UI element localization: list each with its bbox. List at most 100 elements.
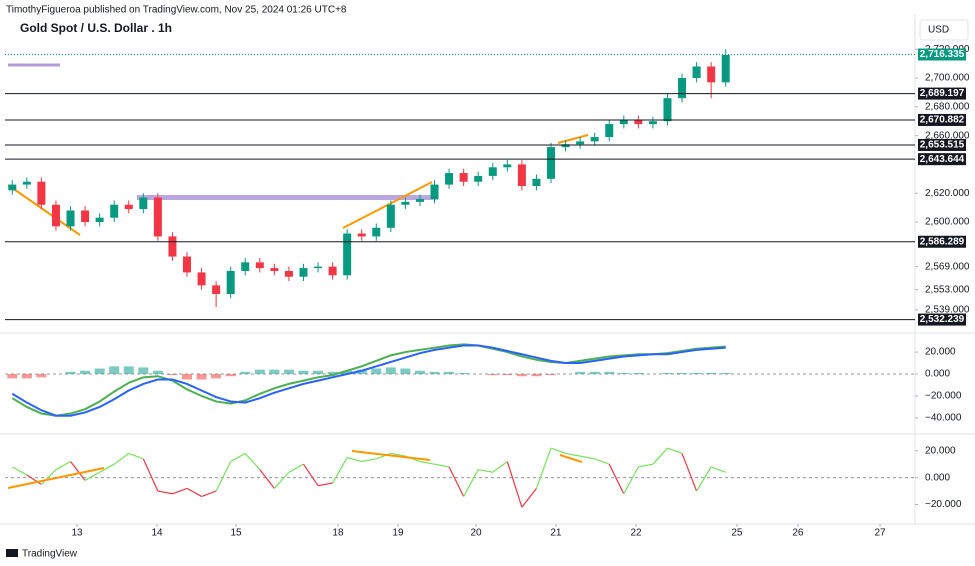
chart-title: Gold Spot / U.S. Dollar . 1h	[20, 21, 172, 35]
y-tick-label: 2,660.000	[925, 130, 970, 141]
oscillator-segment	[70, 461, 86, 481]
y-tick-label: −20.000	[925, 391, 962, 402]
x-tick-label: 15	[231, 528, 243, 539]
oscillator-segment	[259, 469, 275, 489]
oscillator-segment	[696, 466, 712, 492]
candle-body	[124, 204, 133, 210]
candle-body	[183, 256, 191, 273]
histogram-bar	[342, 370, 353, 375]
oscillator-segment	[113, 452, 130, 465]
x-tick-label: 21	[550, 528, 562, 539]
last-price-label: 2,716.335	[920, 49, 965, 60]
histogram-bar	[298, 370, 309, 375]
candle-body	[678, 78, 687, 99]
level-label-box	[918, 313, 966, 326]
oscillator-segment	[448, 466, 465, 497]
oscillator-segment	[186, 487, 202, 497]
y-tick-label: 2,553.000	[925, 284, 970, 295]
candle-body	[241, 262, 250, 271]
y-tick-label: 2,620.000	[925, 188, 970, 199]
oscillator-segment	[535, 447, 552, 489]
x-tick-label: 26	[792, 528, 804, 539]
candle-body	[386, 204, 395, 228]
x-tick-label: 14	[151, 528, 163, 539]
histogram-bar	[283, 369, 294, 375]
histogram-bar	[618, 372, 629, 375]
candle-body	[488, 167, 497, 176]
level-label-box	[918, 138, 966, 151]
candle-body	[328, 266, 337, 276]
candle-body	[561, 144, 570, 148]
candle-body	[22, 181, 31, 185]
candle-body	[95, 217, 104, 223]
histogram-bar	[269, 369, 280, 375]
histogram-bar	[633, 372, 644, 375]
oscillator-segment	[128, 452, 144, 460]
histogram-bar	[167, 374, 178, 376]
level-label: 2,689.197	[920, 88, 965, 99]
histogram-bar	[662, 372, 673, 375]
x-tick-label: 25	[731, 528, 743, 539]
candle-body	[81, 210, 90, 223]
y-tick-label: 20.000	[925, 445, 956, 456]
oscillator-segment	[317, 482, 333, 487]
candle-body	[721, 54, 730, 83]
candle-body	[707, 66, 716, 83]
histogram-bar	[429, 371, 440, 375]
oscillator-segment	[11, 466, 28, 476]
candle-body	[459, 173, 468, 182]
histogram-bar	[109, 366, 120, 375]
histogram-bar	[531, 374, 542, 377]
oscillator-segment	[506, 461, 523, 508]
level-label: 2,670.882	[920, 115, 965, 126]
candle-body	[532, 178, 541, 187]
oscillator-segment	[172, 487, 188, 495]
histogram-bar	[458, 372, 469, 375]
candle-body	[619, 119, 628, 125]
candle-body	[139, 197, 148, 210]
level-label-box	[918, 113, 966, 126]
histogram-bar	[706, 372, 717, 375]
currency-box[interactable]	[919, 19, 969, 41]
oscillator-segment	[521, 488, 537, 508]
candle-body	[153, 197, 162, 237]
histogram-bar	[502, 374, 513, 376]
oscillator-segment	[346, 456, 362, 463]
level-label: 2,653.515	[920, 140, 965, 151]
candle-body	[51, 204, 60, 227]
oscillator-segment	[478, 468, 493, 473]
oscillator-segment	[84, 471, 100, 481]
oscillator-segment	[667, 447, 683, 455]
oscillator-segment	[463, 469, 479, 497]
candle-body	[372, 227, 381, 237]
y-tick-label: 2,569.000	[925, 261, 970, 272]
level-label-box	[918, 87, 966, 100]
y-tick-label: −40.000	[925, 413, 962, 424]
candle-body	[605, 124, 614, 138]
histogram-bar	[196, 374, 207, 380]
oscillator-segment	[288, 463, 304, 473]
histogram-bar	[138, 367, 149, 375]
histogram-bar	[487, 374, 498, 376]
oscillator-segment	[157, 490, 173, 495]
candle-body	[37, 181, 46, 205]
candle-body	[284, 270, 293, 277]
histogram-bar	[65, 371, 76, 375]
publisher: TimothyFigueroa published on TradingView…	[6, 5, 347, 16]
trend-drawing	[557, 134, 589, 144]
histogram-bar	[36, 374, 47, 378]
histogram-bar	[313, 370, 324, 375]
candle-body	[270, 268, 279, 271]
histogram-bar	[720, 372, 731, 375]
oscillator-segment	[40, 469, 57, 485]
histogram-bar	[516, 374, 527, 377]
trend-drawing	[351, 450, 431, 461]
currency: USD	[928, 25, 949, 36]
candle-body	[415, 198, 424, 202]
trend-drawing	[7, 184, 81, 236]
candle-body	[8, 184, 17, 191]
histogram-bar	[691, 372, 702, 375]
candle-body	[547, 147, 555, 179]
oscillator-segment	[594, 458, 610, 465]
